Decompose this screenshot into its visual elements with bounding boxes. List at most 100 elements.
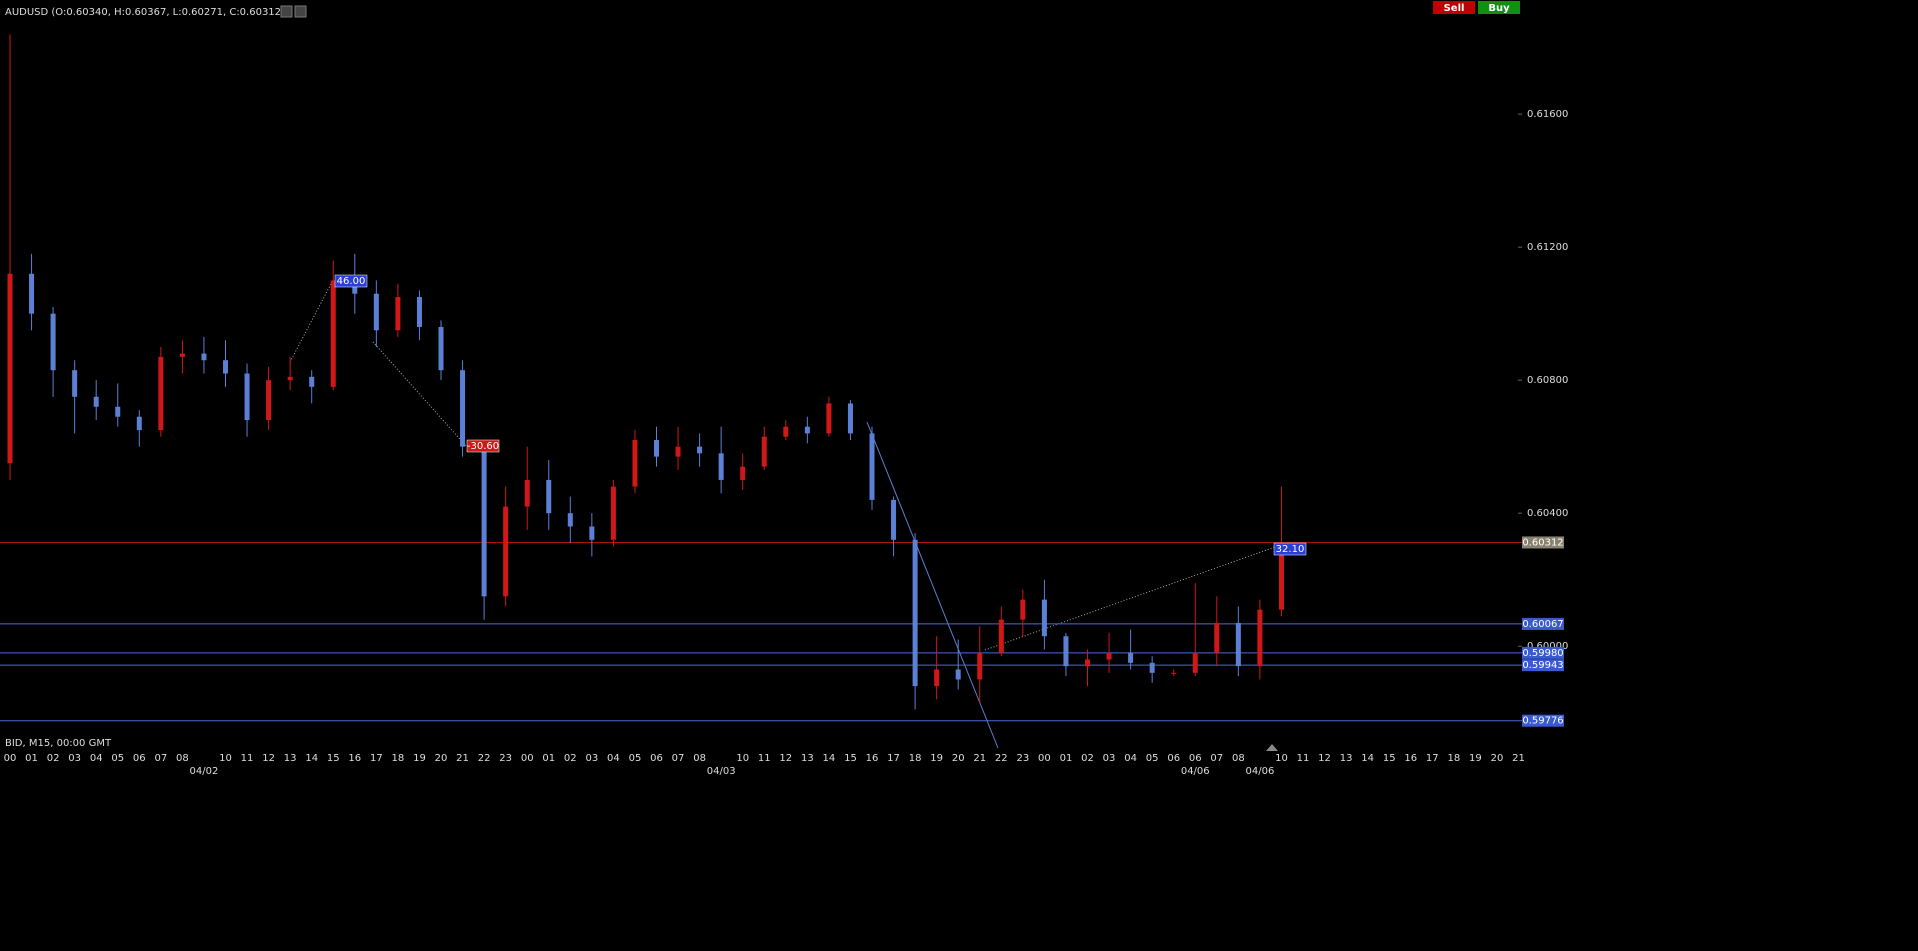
- x-tick-label: 13: [284, 753, 297, 764]
- candle-body: [503, 506, 509, 597]
- candle-body: [29, 273, 35, 314]
- x-tick-label: 08: [693, 753, 706, 764]
- price-tag: [1522, 659, 1564, 672]
- candle-body: [1063, 636, 1069, 667]
- x-tick-label: 11: [1297, 753, 1310, 764]
- candle-body: [847, 403, 853, 434]
- x-tick-label: 19: [413, 753, 426, 764]
- x-tick-label: 02: [564, 753, 577, 764]
- x-tick-label: 21: [456, 753, 469, 764]
- x-tick-label: 20: [435, 753, 448, 764]
- candle-body: [826, 403, 832, 434]
- candle-body: [266, 380, 272, 421]
- y-tick-label: 0.60000: [1527, 641, 1568, 652]
- x-tick-label: 23: [1016, 753, 1029, 764]
- candle-body: [115, 406, 121, 417]
- candle-body: [179, 353, 185, 357]
- price-tag: [1522, 617, 1564, 630]
- x-tick-label: 11: [241, 753, 254, 764]
- x-tick-label: 22: [995, 753, 1008, 764]
- y-tick-label: 0.61600: [1527, 109, 1568, 120]
- annotation-box: [334, 274, 368, 288]
- measure-line: [984, 546, 1276, 651]
- candle-body: [72, 370, 78, 397]
- x-tick-label: 12: [779, 753, 792, 764]
- candle-body: [998, 619, 1004, 653]
- x-tick-label: 07: [154, 753, 167, 764]
- price-tag-label: 0.60312: [1522, 537, 1563, 548]
- candle-body: [1171, 672, 1177, 674]
- icon[interactable]: [294, 5, 307, 18]
- buy-label[interactable]: Buy: [1488, 3, 1510, 14]
- x-tick-label: 01: [25, 753, 38, 764]
- x-tick-label: 01: [1060, 753, 1073, 764]
- candle-body: [589, 526, 595, 540]
- x-tick-label: 16: [866, 753, 879, 764]
- date-label: 04/02: [190, 766, 219, 777]
- x-tick-label: 17: [370, 753, 383, 764]
- x-tick-label: 04: [90, 753, 103, 764]
- candle-body: [697, 446, 703, 454]
- annotation-box: [1273, 542, 1307, 556]
- x-tick-label: 00: [1038, 753, 1051, 764]
- x-tick-label: 13: [1340, 753, 1353, 764]
- candle-body: [287, 376, 293, 381]
- buy-button[interactable]: [1478, 1, 1520, 14]
- candle-body: [1085, 659, 1090, 667]
- x-tick-label: 15: [844, 753, 857, 764]
- price-tag-label: 0.59943: [1522, 660, 1563, 671]
- x-tick-label: 14: [823, 753, 836, 764]
- price-tag: [1522, 714, 1564, 727]
- candle-body: [93, 396, 99, 407]
- measure-line: [289, 279, 334, 363]
- candle-body: [675, 446, 681, 457]
- x-tick-label: 21: [1512, 753, 1525, 764]
- candle-body: [718, 453, 724, 480]
- x-tick-label: 19: [930, 753, 943, 764]
- candle-body: [654, 440, 659, 457]
- x-tick-label: 00: [4, 753, 17, 764]
- x-tick-label: 22: [478, 753, 491, 764]
- candle-body: [1192, 652, 1198, 673]
- candle-body: [223, 360, 228, 374]
- candle-body: [869, 433, 875, 500]
- chart-title: AUDUSD (O:0.60340, H:0.60367, L:0.60271,…: [5, 7, 285, 18]
- annotation-box: [466, 439, 500, 453]
- x-tick-label: 10: [736, 753, 749, 764]
- x-tick-label: 15: [1383, 753, 1396, 764]
- x-tick-label: 00: [521, 753, 534, 764]
- annotation: 32.10: [1276, 544, 1305, 555]
- sell-label[interactable]: Sell: [1444, 3, 1465, 14]
- icon[interactable]: [280, 5, 293, 18]
- trend-line: [866, 421, 999, 749]
- candle-body: [330, 280, 336, 387]
- candle-body: [632, 440, 638, 487]
- candle-body: [395, 297, 401, 331]
- x-tick-label: 16: [1404, 753, 1417, 764]
- candle-body: [783, 426, 789, 437]
- candle-body: [136, 416, 142, 431]
- candle-body: [1235, 622, 1241, 667]
- x-tick-label: 21: [973, 753, 986, 764]
- candle-body: [7, 273, 13, 464]
- x-tick-label: 14: [305, 753, 318, 764]
- x-tick-label: 06: [650, 753, 663, 764]
- candle-body: [567, 513, 573, 527]
- x-tick-label: 18: [1447, 753, 1460, 764]
- candle-body: [373, 293, 379, 331]
- x-tick-label: 07: [1210, 753, 1223, 764]
- date-label: 04/06: [1245, 766, 1274, 777]
- candle-body: [1020, 599, 1026, 620]
- y-tick-label: 0.60400: [1527, 508, 1568, 519]
- sell-button[interactable]: [1433, 1, 1475, 14]
- candle-body: [1106, 652, 1112, 660]
- candle-body: [309, 376, 315, 387]
- candle-body: [438, 326, 444, 371]
- candle-body: [50, 313, 56, 371]
- x-tick-label: 18: [909, 753, 922, 764]
- x-tick-label: 10: [1275, 753, 1288, 764]
- price-tag-label: 0.59980: [1522, 648, 1563, 659]
- price-tag-label: 0.59776: [1522, 716, 1563, 727]
